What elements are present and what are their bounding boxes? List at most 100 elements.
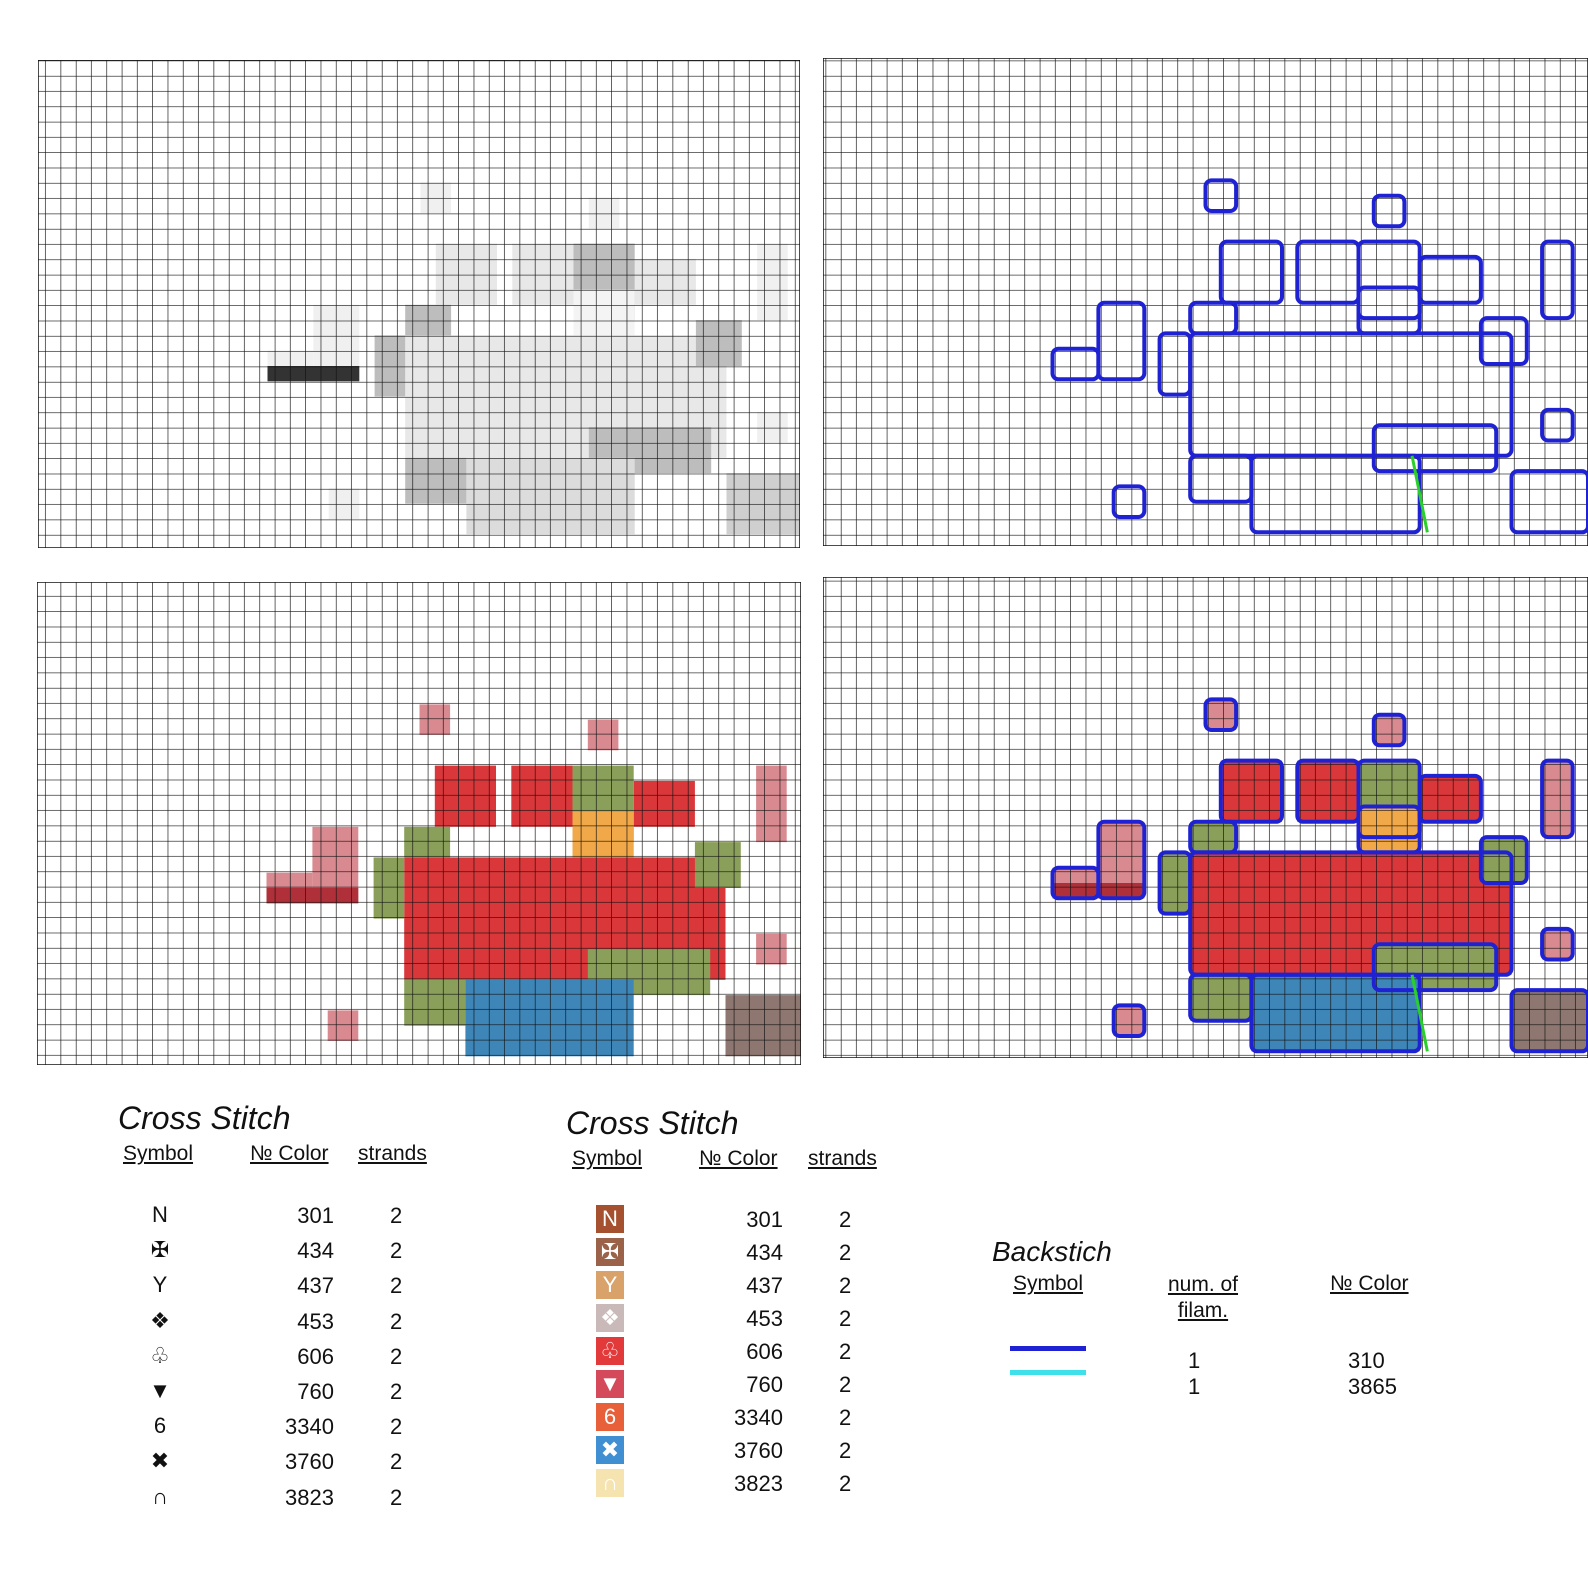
symbol: ✖	[596, 1436, 624, 1464]
symbol: ✠	[150, 1237, 170, 1263]
grid	[823, 577, 1588, 1058]
color-number: 437	[297, 1273, 334, 1299]
symbol: 6	[153, 1413, 167, 1439]
pattern-panel	[823, 577, 1588, 1058]
strands: 2	[390, 1414, 403, 1440]
strands: 2	[390, 1203, 403, 1228]
color-number: 434	[297, 1238, 334, 1264]
strands: 2	[390, 1379, 403, 1404]
symbol: ∩	[596, 1469, 624, 1497]
grid	[37, 582, 801, 1065]
color-number: 606	[297, 1343, 334, 1369]
backstitch-outline	[1188, 300, 1239, 336]
backstitch-outline	[1509, 469, 1588, 535]
symbol: 6	[596, 1403, 624, 1431]
color-number: 3760	[285, 1449, 334, 1475]
column-header: № Color	[250, 1142, 329, 1165]
strands: 2	[390, 1308, 403, 1334]
backstitch-outline	[1111, 1003, 1147, 1039]
symbol: ❖	[150, 1307, 170, 1333]
backstitch-stem	[1410, 455, 1429, 533]
color-number: 310	[1348, 1348, 1385, 1373]
strands: 2	[839, 1438, 852, 1463]
color-number: 3823	[285, 1484, 334, 1510]
column-header: Symbol	[123, 1142, 194, 1165]
backstitch-outline	[1203, 178, 1239, 213]
symbol: N	[152, 1202, 168, 1227]
column-header: strands	[808, 1147, 877, 1170]
strands: 2	[839, 1372, 852, 1397]
symbol: Y	[596, 1271, 624, 1299]
filaments: 1	[1188, 1374, 1201, 1399]
backstitch-outline	[1478, 316, 1529, 367]
symbol: ✠	[596, 1238, 624, 1266]
backstitch-outline	[1050, 346, 1101, 382]
strands: 2	[390, 1343, 403, 1369]
line-sample	[1010, 1370, 1086, 1375]
backstitch-outline	[1188, 819, 1239, 855]
backstitch-outline	[1371, 712, 1407, 748]
pattern-panel	[37, 582, 801, 1065]
backstitch-outline	[1356, 758, 1422, 840]
column-header: num. of filam.	[1167, 1273, 1239, 1322]
backstitch-outline	[1096, 819, 1147, 901]
strands: 2	[390, 1273, 403, 1299]
backstitch-outline	[1371, 193, 1407, 229]
color-number: 437	[746, 1273, 783, 1298]
backstitch-outline	[1157, 850, 1193, 916]
strands: 2	[839, 1207, 852, 1232]
symbol: ♧	[150, 1342, 170, 1368]
line-sample	[1010, 1346, 1086, 1351]
color-number: 453	[297, 1308, 334, 1334]
panel-content	[38, 60, 800, 548]
symbol: ✖	[150, 1448, 170, 1474]
symbol: ▼	[596, 1370, 624, 1398]
column-header: Symbol	[1013, 1272, 1084, 1295]
backstitch-stem	[1410, 974, 1429, 1052]
color-number: 3340	[285, 1414, 334, 1440]
pattern-panel	[38, 60, 800, 548]
symbol: ∩	[152, 1483, 168, 1509]
backstitch-outline	[1218, 239, 1285, 305]
backstitch-outline	[1540, 407, 1575, 443]
backstitch-outline	[1356, 804, 1422, 855]
backstitch-outline	[1540, 758, 1575, 840]
column-header: № Color	[1330, 1272, 1409, 1295]
backstitch-outline	[1203, 697, 1239, 733]
backstitch-outline	[1218, 758, 1285, 824]
pattern-sheets	[37, 58, 1588, 1065]
color-number: 301	[297, 1203, 334, 1228]
backstitch-outline	[1478, 835, 1529, 885]
strands: 2	[839, 1339, 852, 1364]
strands: 2	[839, 1240, 852, 1265]
color-number: 3865	[1348, 1374, 1397, 1399]
symbol: N	[596, 1205, 624, 1233]
strands: 2	[390, 1238, 403, 1264]
backstitch-outline	[1157, 331, 1193, 397]
panel-content	[823, 58, 1588, 546]
backstitch-outline	[1356, 239, 1422, 321]
panel-content	[823, 577, 1588, 1058]
strands: 2	[390, 1484, 403, 1510]
backstitch-outline	[1096, 300, 1147, 382]
column-header: № Color	[699, 1147, 778, 1170]
color-number: 760	[746, 1372, 783, 1397]
symbol: ♧	[596, 1337, 624, 1365]
backstitch-outline	[1050, 865, 1101, 901]
legend-title: Cross Stitch	[566, 1105, 739, 1141]
column-header: strands	[358, 1142, 427, 1165]
color-number: 3823	[734, 1471, 783, 1496]
strands: 2	[839, 1405, 852, 1430]
strands: 2	[839, 1273, 852, 1298]
backstitch-outline	[1371, 942, 1499, 993]
grid	[38, 60, 800, 548]
pattern-panel	[823, 58, 1588, 546]
column-header: Symbol	[572, 1147, 643, 1170]
backstitch-outline	[1540, 926, 1575, 962]
backstitch-outline	[1371, 423, 1499, 474]
backstitch-title: Backstich	[992, 1236, 1112, 1267]
filaments: 1	[1188, 1348, 1201, 1373]
backstitch-outline	[1356, 285, 1422, 336]
color-number: 3760	[734, 1438, 783, 1463]
